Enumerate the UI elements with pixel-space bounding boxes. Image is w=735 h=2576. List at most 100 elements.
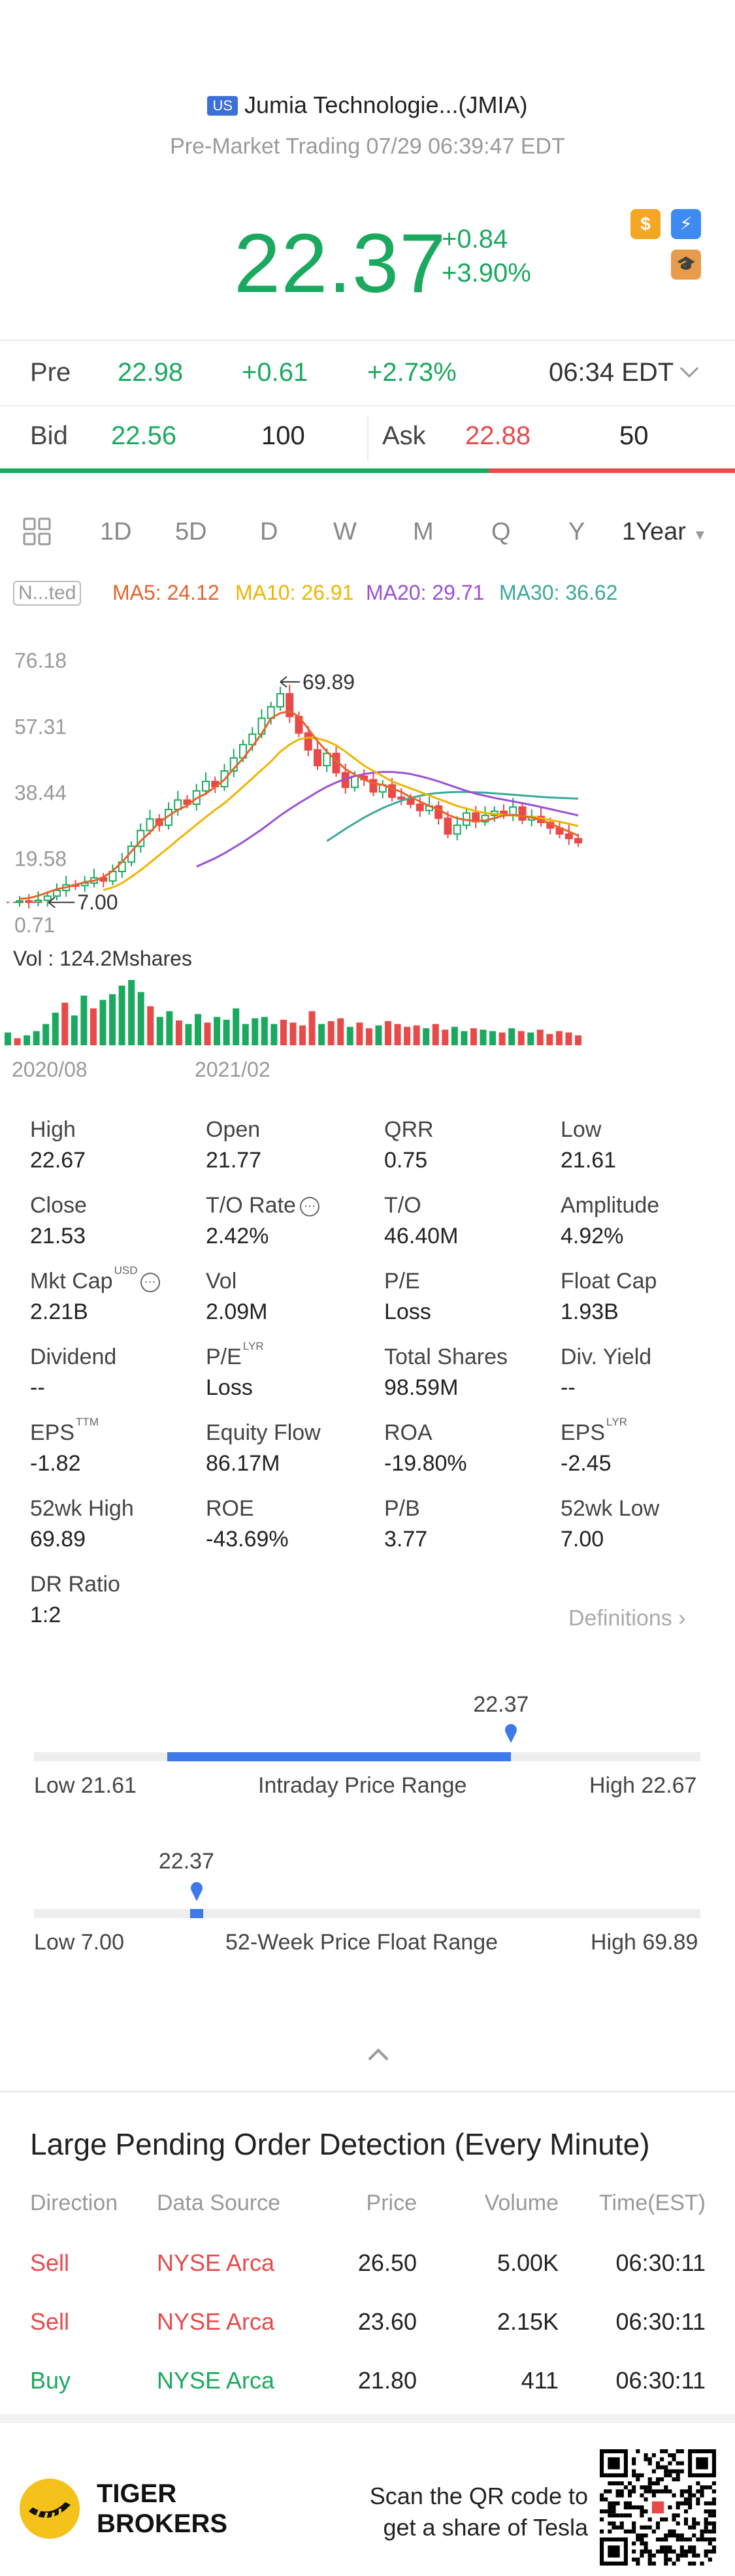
qr-module [615,2493,620,2498]
stat-label-text: Low [561,1117,602,1142]
qr-module [655,2489,661,2494]
low-label: 7.00 [77,890,118,914]
stat-label: Dividend [30,1345,200,1370]
week52-range: 22.37 [34,1849,700,1927]
qr-module [632,2457,636,2462]
qr-module [672,2457,676,2462]
tab-1d[interactable]: 1D [100,518,132,546]
qr-module [619,2493,624,2498]
stat-value: 69.89 [30,1527,86,1552]
layout-grid-icon[interactable] [22,517,52,547]
qr-module [647,2553,652,2558]
volume-bar [166,1011,173,1045]
qr-module [644,2497,648,2502]
qr-module [704,2509,708,2514]
stat-item: ROA -19.80% [384,1420,554,1476]
stat-item: EPS LYR -2.45 [561,1416,730,1476]
brand-name: TIGER BROKERS [97,2479,227,2539]
footer: TIGER BROKERS Scan the QR code to get a … [0,2414,735,2576]
week52-range-title: 52-Week Price Float Range [225,1930,498,1955]
more-options-icon[interactable]: ⋯ [140,1273,160,1292]
qr-module [647,2561,652,2566]
qr-module [711,2529,716,2534]
volume-bar [394,1024,401,1045]
quote-header: US Jumia Technologie...(JMIA) Pre-Market … [0,0,735,327]
qr-module [623,2513,628,2518]
qr-module [704,2517,708,2522]
more-options-icon[interactable]: ⋯ [299,1197,319,1216]
stat-label-text: P/E [384,1269,420,1294]
ma30-label: MA30: 36.62 [499,581,618,604]
tab-m[interactable]: M [413,518,434,546]
stat-label: P/B [384,1496,554,1522]
qr-module [679,2489,684,2494]
qr-module [655,2549,661,2554]
tab-y[interactable]: Y [568,518,585,546]
stat-label-superscript: USD [114,1264,138,1277]
stat-value: -- [561,1375,576,1400]
volume-bar [498,1032,506,1045]
premarket-row[interactable]: Pre 22.98 +0.61 +2.73% 06:34 EDT [0,353,735,399]
qr-module [711,2549,716,2554]
chevron-up-icon[interactable] [368,2048,389,2069]
order-volume: 2.15K [497,2308,559,2335]
volume-bar [52,1013,59,1045]
price-chart-svg[interactable]: 76.18 57.31 38.44 19.58 0.71 69.89 7.00 Vol : … [0,627,735,1084]
qr-module [711,2521,716,2526]
volume-bar [99,1000,106,1045]
volume-bar [5,1032,11,1045]
stat-value: 22.67 [30,1148,86,1173]
qr-module [672,2513,676,2518]
volume-bar [289,1022,297,1045]
not-adjusted-tag[interactable]: N...ted [13,581,82,606]
tab-d[interactable]: D [260,518,278,546]
candle-body [509,806,517,816]
volume-bar [375,1025,382,1045]
qr-module [600,2509,604,2514]
qr-module [640,2541,644,2546]
premarket-label: Pre [30,358,71,387]
qr-module [676,2501,680,2505]
qr-module [700,2537,704,2542]
stat-label-text: T/O Rate [206,1193,296,1218]
qr-module [692,2533,696,2538]
tab-w[interactable]: W [333,518,357,546]
tab-1year-selected[interactable]: 1Year ▼ [622,518,707,546]
candle-body [564,833,573,840]
qr-module [700,2493,704,2498]
stat-value: 7.00 [561,1527,604,1552]
qr-module [632,2505,636,2510]
qr-module [651,2469,656,2473]
tab-q[interactable]: Q [491,518,511,546]
ma-indicator-row: N...ted MA5: 24.12 MA10: 26.91 MA20: 29.… [0,578,735,611]
qr-module [627,2493,632,2498]
qr-module [679,2537,684,2542]
education-icon[interactable]: 🎓 [671,250,701,280]
tiger-brokers-logo [20,2479,80,2539]
definitions-link[interactable]: Definitions › [568,1606,686,1631]
volume-bar [489,1031,497,1045]
stat-label: Low [561,1117,730,1143]
qr-module [668,2557,672,2562]
qr-module [640,2553,644,2558]
chevron-down-icon[interactable] [679,359,699,378]
flash-icon[interactable]: ⚡ [671,209,701,239]
qr-module [612,2521,616,2526]
order-direction: Sell [30,2249,70,2276]
price-chart[interactable]: 76.18 57.31 38.44 19.58 0.71 69.89 7.00 Vol : … [0,627,735,1084]
tab-5d[interactable]: 5D [175,518,207,546]
qr-module [615,2489,620,2494]
price-change-pct: +3.90% [442,259,531,287]
qr-module [688,2545,693,2550]
qr-module [619,2521,624,2526]
x-tick-label: 2020/08 [12,1058,88,1081]
qr-module [640,2549,644,2554]
candle-body [416,803,424,811]
dollar-icon[interactable]: $ [630,209,661,239]
qr-module [651,2489,656,2494]
candle-body [444,817,452,835]
qr-module [623,2529,628,2534]
qr-module [615,2513,620,2518]
qr-module [651,2493,656,2498]
qr-module [600,2517,604,2522]
